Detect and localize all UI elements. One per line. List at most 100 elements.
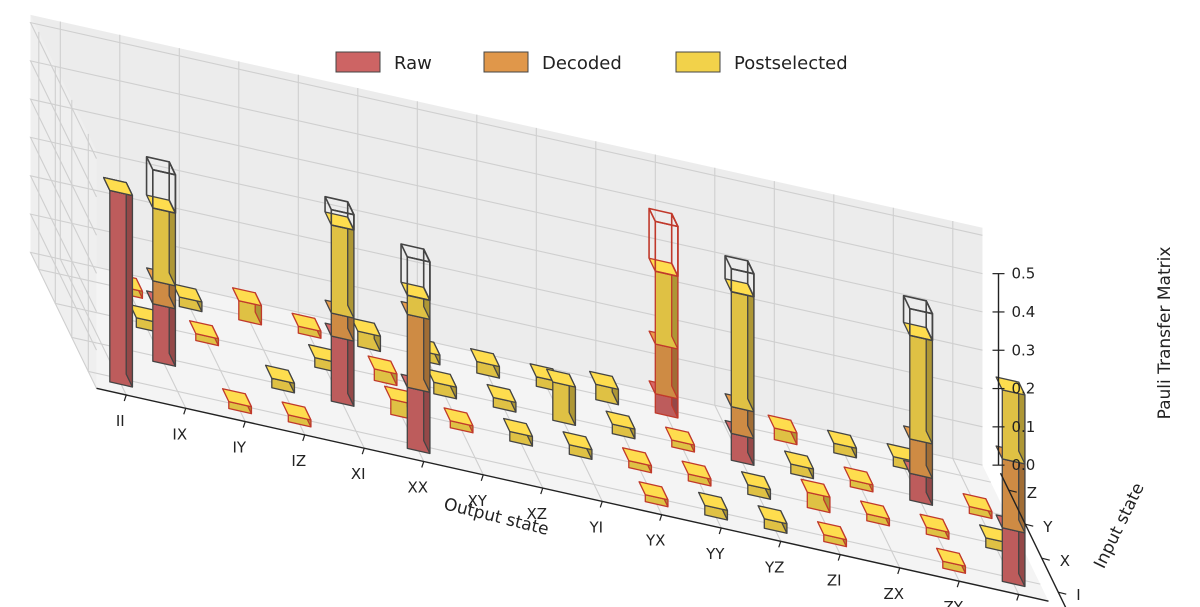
x-tick-mark (659, 514, 663, 521)
small-bar (919, 513, 950, 540)
small-bar-face (697, 491, 729, 512)
y-tick-label: I (1076, 586, 1080, 604)
bar-ideal-outline (724, 255, 755, 298)
small-bar-face (188, 320, 220, 340)
small-bar (757, 505, 788, 534)
small-bar (562, 431, 593, 461)
z-gridline (29, 60, 983, 275)
small-bar (935, 547, 967, 574)
bar-postselected-face (747, 283, 755, 413)
x-tick-label: IY (232, 439, 246, 457)
side-pane (30, 14, 97, 389)
small-bar-face (962, 492, 993, 513)
small-bar (843, 466, 874, 493)
small-bar-face (221, 388, 253, 408)
bar-postselected-face (469, 347, 501, 368)
small-bar-face (681, 460, 712, 480)
small-bar (486, 383, 517, 413)
x-tick-mark (1016, 594, 1020, 601)
floor-pane (30, 252, 1049, 602)
small-bar (172, 283, 203, 313)
bar-postselected (724, 278, 755, 413)
legend-label-decoded: Decoded (542, 53, 622, 74)
x-axis-title: Output state (442, 494, 551, 539)
x-tick-label: IZ (291, 452, 306, 470)
y-axis-title: Input state (1090, 480, 1149, 572)
z-tick-label: 0.1 (1012, 418, 1036, 436)
small-bar-face (638, 481, 669, 501)
bar-postselected-face (347, 216, 355, 319)
legend-swatch-decoded (483, 51, 529, 73)
bar-postselected (469, 347, 501, 379)
x-tick-mark (540, 487, 544, 495)
bar-postselected-face (231, 287, 263, 307)
bar-postselected-face (367, 355, 398, 375)
small-bar-face (562, 431, 593, 451)
x-tick-mark (302, 434, 306, 442)
small-bar-face (826, 429, 858, 449)
bar-postselected (545, 368, 577, 427)
x-tick-label: XI (351, 465, 366, 483)
z-tick-label: 0.0 (1012, 456, 1036, 474)
x-axis-line (96, 387, 1049, 602)
x-tick-mark (361, 448, 365, 455)
small-bar (697, 491, 729, 521)
small-bar-face (757, 505, 788, 525)
bar-postselected-face (925, 326, 934, 445)
legend-swatch-raw (335, 51, 381, 73)
small-bar (859, 500, 891, 527)
x-tick-label: YI (588, 518, 603, 536)
bar-ideal-outline-face (902, 294, 934, 315)
small-bar (826, 429, 858, 459)
small-bar-face (919, 513, 950, 533)
small-bar-face (605, 410, 636, 430)
bar-postselected (102, 176, 134, 197)
small-bar (783, 450, 815, 480)
bar-postselected-face (545, 368, 577, 388)
x-tick-label: IX (172, 425, 187, 443)
small-bar-face (264, 364, 296, 384)
chart-bars (102, 156, 1026, 588)
small-bar-face (502, 417, 534, 438)
x-tick-label: YY (705, 545, 725, 563)
bar-ideal-outline-face (724, 255, 755, 275)
small-bar (638, 481, 669, 508)
x-tick-label: XZ (526, 505, 547, 523)
bar-postselected (800, 478, 831, 514)
small-bar-face (843, 466, 874, 486)
x-tick-mark (123, 394, 127, 402)
bar-postselected (588, 370, 620, 406)
chart-axes: IIIXIYIZXIXXXYXZYIYXYYYZZIZXZYZZIXYZ0.00… (96, 265, 1081, 607)
small-bar (443, 407, 474, 434)
small-bar-face (783, 450, 815, 470)
z-tick-label: 0.2 (1012, 380, 1036, 398)
x-tick-label: II (116, 412, 125, 430)
small-bar (291, 312, 322, 339)
small-bar (740, 471, 772, 500)
y-tick-mark (1058, 591, 1067, 595)
small-bar (962, 492, 993, 520)
legend-label-raw: Raw (394, 53, 432, 74)
z-tick-label: 0.3 (1012, 341, 1036, 359)
x-tick-mark (718, 527, 722, 535)
small-bar-face (443, 407, 474, 427)
legend-swatch-postselected (675, 51, 721, 73)
bar-postselected-face (800, 478, 831, 498)
z-axis-title: Pauli Transfer Matrix (1155, 247, 1175, 420)
x-tick-mark (837, 554, 841, 561)
small-bar-face (935, 547, 967, 567)
small-bar-face (621, 447, 653, 467)
bar-ideal-outline-face (400, 243, 431, 263)
x-tick-mark (599, 501, 603, 508)
bar-ideal-outline-face (324, 195, 355, 216)
y-axis-line (999, 472, 1067, 607)
small-bar-face (291, 312, 322, 332)
small-bar (664, 426, 696, 453)
bar-postselected (231, 287, 263, 326)
x-tick-mark (242, 421, 246, 428)
small-bar-face (281, 401, 312, 421)
bar-raw (145, 290, 177, 367)
z-gridline (29, 21, 983, 236)
x-tick-mark (778, 541, 782, 548)
